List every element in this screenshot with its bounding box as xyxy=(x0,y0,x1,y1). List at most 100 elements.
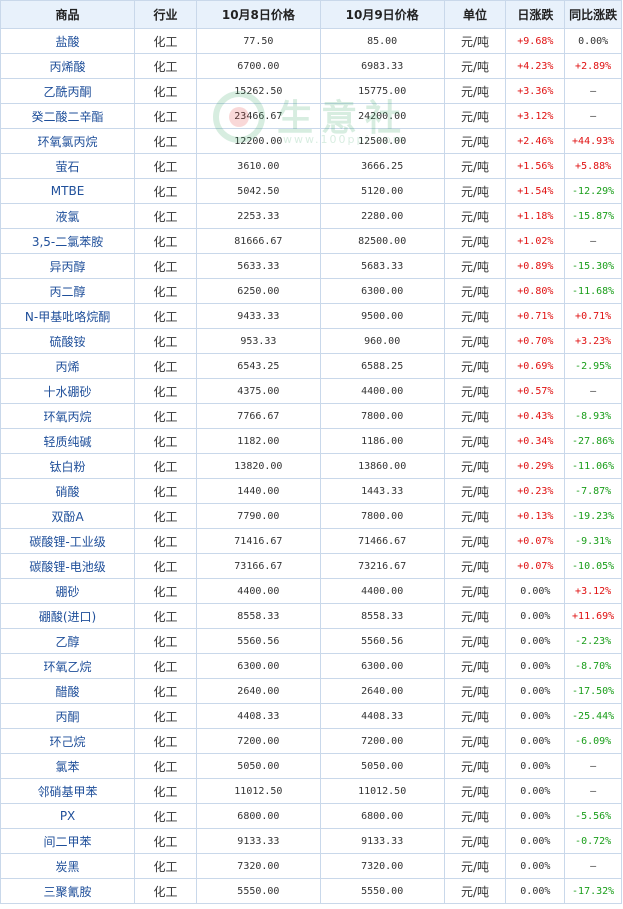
cell-product-name[interactable]: 3,5-二氯苯胺 xyxy=(0,228,136,254)
cell-daily-change: +3.12% xyxy=(505,103,566,129)
cell-product-name[interactable]: 邻硝基甲苯 xyxy=(0,778,136,804)
header-daily-change[interactable]: 日涨跌 xyxy=(505,0,566,29)
cell-price-oct8: 953.33 xyxy=(195,328,321,354)
cell-industry: 化工 xyxy=(134,678,197,704)
cell-unit: 元/吨 xyxy=(443,328,507,354)
cell-price-oct8: 6543.25 xyxy=(195,353,321,379)
cell-price-oct9: 24200.00 xyxy=(319,103,445,129)
cell-product-name[interactable]: 炭黑 xyxy=(0,853,136,879)
cell-price-oct9: 6300.00 xyxy=(319,278,445,304)
cell-yoy-change: -8.70% xyxy=(564,653,622,679)
cell-industry: 化工 xyxy=(134,778,197,804)
table-row: 氯苯 化工 5050.00 5050.00 元/吨 0.00% — xyxy=(0,753,622,779)
cell-product-name[interactable]: 乙酰丙酮 xyxy=(0,78,136,104)
cell-daily-change: +0.57% xyxy=(505,378,566,404)
cell-industry: 化工 xyxy=(134,28,197,54)
cell-price-oct8: 7790.00 xyxy=(195,503,321,529)
cell-daily-change: +0.89% xyxy=(505,253,566,279)
cell-daily-change: +0.34% xyxy=(505,428,566,454)
cell-price-oct9: 5550.00 xyxy=(319,878,445,904)
cell-unit: 元/吨 xyxy=(443,703,507,729)
cell-price-oct8: 2640.00 xyxy=(195,678,321,704)
cell-unit: 元/吨 xyxy=(443,153,507,179)
cell-price-oct8: 15262.50 xyxy=(195,78,321,104)
cell-industry: 化工 xyxy=(134,428,197,454)
cell-daily-change: +0.07% xyxy=(505,528,566,554)
cell-product-name[interactable]: 环氧乙烷 xyxy=(0,653,136,679)
cell-product-name[interactable]: 环氧丙烷 xyxy=(0,403,136,429)
cell-product-name[interactable]: N-甲基吡咯烷酮 xyxy=(0,303,136,329)
cell-product-name[interactable]: 异丙醇 xyxy=(0,253,136,279)
cell-price-oct8: 1440.00 xyxy=(195,478,321,504)
header-price-oct8[interactable]: 10月8日价格 xyxy=(195,0,321,29)
cell-price-oct8: 6700.00 xyxy=(195,53,321,79)
cell-product-name[interactable]: 十水硼砂 xyxy=(0,378,136,404)
cell-product-name[interactable]: PX xyxy=(0,803,136,829)
cell-daily-change: +0.29% xyxy=(505,453,566,479)
cell-product-name[interactable]: 间二甲苯 xyxy=(0,828,136,854)
cell-product-name[interactable]: 三聚氰胺 xyxy=(0,878,136,904)
cell-product-name[interactable]: 硫酸铵 xyxy=(0,328,136,354)
cell-daily-change: 0.00% xyxy=(505,678,566,704)
cell-unit: 元/吨 xyxy=(443,403,507,429)
cell-daily-change: 0.00% xyxy=(505,653,566,679)
table-row: 三聚氰胺 化工 5550.00 5550.00 元/吨 0.00% -17.32% xyxy=(0,878,622,904)
cell-price-oct8: 2253.33 xyxy=(195,203,321,229)
table-row: 硼砂 化工 4400.00 4400.00 元/吨 0.00% +3.12% xyxy=(0,578,622,604)
table-row: MTBE 化工 5042.50 5120.00 元/吨 +1.54% -12.29% xyxy=(0,178,622,204)
cell-price-oct9: 1443.33 xyxy=(319,478,445,504)
cell-price-oct9: 11012.50 xyxy=(319,778,445,804)
table-row: 盐酸 化工 77.50 85.00 元/吨 +9.68% 0.00% xyxy=(0,28,622,54)
cell-product-name[interactable]: 碳酸锂-工业级 xyxy=(0,528,136,554)
cell-price-oct8: 9433.33 xyxy=(195,303,321,329)
cell-industry: 化工 xyxy=(134,178,197,204)
cell-industry: 化工 xyxy=(134,628,197,654)
cell-daily-change: +3.36% xyxy=(505,78,566,104)
cell-price-oct9: 73216.67 xyxy=(319,553,445,579)
table-row: 硝酸 化工 1440.00 1443.33 元/吨 +0.23% -7.87% xyxy=(0,478,622,504)
header-yoy-change[interactable]: 同比涨跌 xyxy=(564,0,622,29)
cell-product-name[interactable]: 环氧氯丙烷 xyxy=(0,128,136,154)
cell-product-name[interactable]: 氯苯 xyxy=(0,753,136,779)
cell-yoy-change: +0.71% xyxy=(564,303,622,329)
cell-daily-change: +0.13% xyxy=(505,503,566,529)
cell-product-name[interactable]: 丙烯酸 xyxy=(0,53,136,79)
cell-industry: 化工 xyxy=(134,53,197,79)
cell-price-oct8: 8558.33 xyxy=(195,603,321,629)
cell-product-name[interactable]: 丙二醇 xyxy=(0,278,136,304)
cell-product-name[interactable]: 环己烷 xyxy=(0,728,136,754)
cell-product-name[interactable]: 轻质纯碱 xyxy=(0,428,136,454)
cell-unit: 元/吨 xyxy=(443,653,507,679)
cell-product-name[interactable]: 硝酸 xyxy=(0,478,136,504)
cell-product-name[interactable]: 丙烯 xyxy=(0,353,136,379)
cell-product-name[interactable]: 丙酮 xyxy=(0,703,136,729)
cell-product-name[interactable]: 液氯 xyxy=(0,203,136,229)
header-product[interactable]: 商品 xyxy=(0,0,136,29)
cell-industry: 化工 xyxy=(134,328,197,354)
cell-unit: 元/吨 xyxy=(443,603,507,629)
cell-product-name[interactable]: 乙醇 xyxy=(0,628,136,654)
cell-product-name[interactable]: 硼砂 xyxy=(0,578,136,604)
cell-unit: 元/吨 xyxy=(443,103,507,129)
cell-product-name[interactable]: 硼酸(进口) xyxy=(0,603,136,629)
table-row: 十水硼砂 化工 4375.00 4400.00 元/吨 +0.57% — xyxy=(0,378,622,404)
cell-product-name[interactable]: 钛白粉 xyxy=(0,453,136,479)
header-price-oct9[interactable]: 10月9日价格 xyxy=(319,0,445,29)
cell-product-name[interactable]: 碳酸锂-电池级 xyxy=(0,553,136,579)
cell-price-oct9: 7320.00 xyxy=(319,853,445,879)
table-row: 萤石 化工 3610.00 3666.25 元/吨 +1.56% +5.88% xyxy=(0,153,622,179)
cell-product-name[interactable]: 醋酸 xyxy=(0,678,136,704)
cell-product-name[interactable]: 双酚A xyxy=(0,503,136,529)
cell-product-name[interactable]: 盐酸 xyxy=(0,28,136,54)
cell-product-name[interactable]: MTBE xyxy=(0,178,136,204)
cell-unit: 元/吨 xyxy=(443,678,507,704)
table-row: 硫酸铵 化工 953.33 960.00 元/吨 +0.70% +3.23% xyxy=(0,328,622,354)
cell-daily-change: +9.68% xyxy=(505,28,566,54)
cell-unit: 元/吨 xyxy=(443,853,507,879)
cell-product-name[interactable]: 癸二酸二辛酯 xyxy=(0,103,136,129)
cell-product-name[interactable]: 萤石 xyxy=(0,153,136,179)
header-industry[interactable]: 行业 xyxy=(134,0,197,29)
cell-daily-change: 0.00% xyxy=(505,828,566,854)
